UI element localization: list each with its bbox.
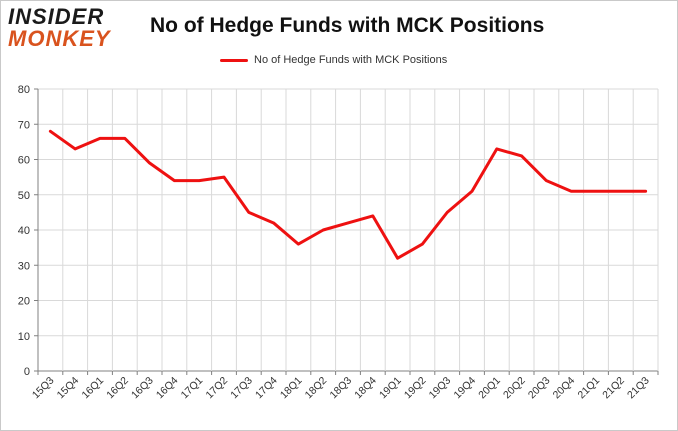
data-point: [594, 190, 598, 193]
y-tick-label: 60: [18, 155, 30, 167]
x-tick-label: 16Q1: [79, 375, 106, 402]
x-tick-label: 16Q2: [104, 375, 131, 402]
data-point: [123, 137, 127, 140]
x-tick-label: 16Q3: [129, 375, 156, 402]
x-tick-label: 16Q4: [154, 375, 181, 402]
data-point: [396, 257, 399, 260]
x-tick-label: 21Q1: [575, 375, 602, 402]
x-tick-label: 19Q4: [451, 375, 478, 402]
chart-title: No of Hedge Funds with MCK Positions: [150, 14, 545, 37]
data-point: [470, 190, 474, 193]
x-tick-label: 17Q3: [228, 375, 255, 402]
x-tick-label: 19Q3: [427, 375, 454, 402]
legend-label: No of Hedge Funds with MCK Positions: [254, 54, 448, 66]
x-tick-label: 17Q1: [179, 375, 206, 402]
data-point: [173, 179, 176, 182]
x-tick-label: 18Q2: [303, 375, 330, 402]
y-tick-label: 30: [18, 260, 30, 272]
gridlines: [37, 88, 659, 372]
insider-monkey-logo: INSIDER MONKEY: [8, 6, 128, 50]
data-point: [49, 130, 52, 133]
chart-legend: No of Hedge Funds with MCK Positions: [220, 54, 447, 66]
x-axis: 15Q315Q416Q116Q216Q316Q417Q117Q217Q317Q4…: [30, 371, 659, 402]
data-point: [545, 179, 548, 182]
x-tick-label: 19Q2: [402, 375, 429, 402]
data-point: [198, 179, 201, 182]
y-axis: 0 10 20 30 40 50 60 70 80: [18, 84, 39, 378]
y-tick-label: 50: [18, 190, 30, 202]
y-tick-label: 10: [18, 331, 30, 343]
data-point: [148, 161, 151, 165]
data-point: [74, 147, 77, 151]
data-point: [297, 242, 300, 246]
data-point: [371, 214, 374, 218]
data-point: [446, 211, 449, 214]
y-tick-label: 40: [18, 225, 30, 237]
x-tick-label: 21Q2: [600, 375, 627, 402]
logo-line-1: INSIDER: [8, 4, 105, 29]
data-point: [346, 221, 350, 225]
y-tick-label: 70: [18, 119, 30, 131]
x-tick-label: 15Q3: [30, 375, 57, 402]
data-point: [322, 228, 325, 232]
y-tick-label: 80: [18, 84, 30, 96]
logo-line-2: MONKEY: [8, 26, 111, 51]
data-point: [495, 147, 498, 151]
x-tick-label: 17Q2: [203, 375, 230, 402]
x-tick-label: 17Q4: [253, 375, 280, 402]
legend-swatch: [220, 58, 248, 62]
data-point: [272, 221, 275, 225]
data-point: [644, 190, 647, 193]
data-point: [222, 175, 226, 179]
data-point: [98, 137, 102, 140]
x-tick-label: 20Q3: [526, 375, 553, 402]
x-tick-label: 18Q1: [278, 375, 305, 402]
data-point: [619, 190, 622, 193]
x-tick-label: 20Q1: [476, 375, 503, 402]
y-tick-label: 0: [24, 366, 30, 378]
x-tick-label: 18Q4: [352, 375, 379, 402]
data-point: [520, 154, 523, 158]
data-point: [570, 190, 573, 193]
data-point: [247, 211, 250, 214]
data-point: [421, 242, 424, 246]
x-tick-label: 20Q2: [501, 375, 528, 402]
x-tick-label: 20Q4: [551, 375, 578, 402]
x-tick-label: 19Q1: [377, 375, 404, 402]
x-tick-label: 15Q4: [55, 375, 82, 402]
y-tick-label: 20: [18, 296, 30, 308]
x-tick-label: 21Q3: [625, 375, 652, 402]
series-layer: [48, 129, 648, 260]
x-tick-label: 18Q3: [327, 375, 354, 402]
